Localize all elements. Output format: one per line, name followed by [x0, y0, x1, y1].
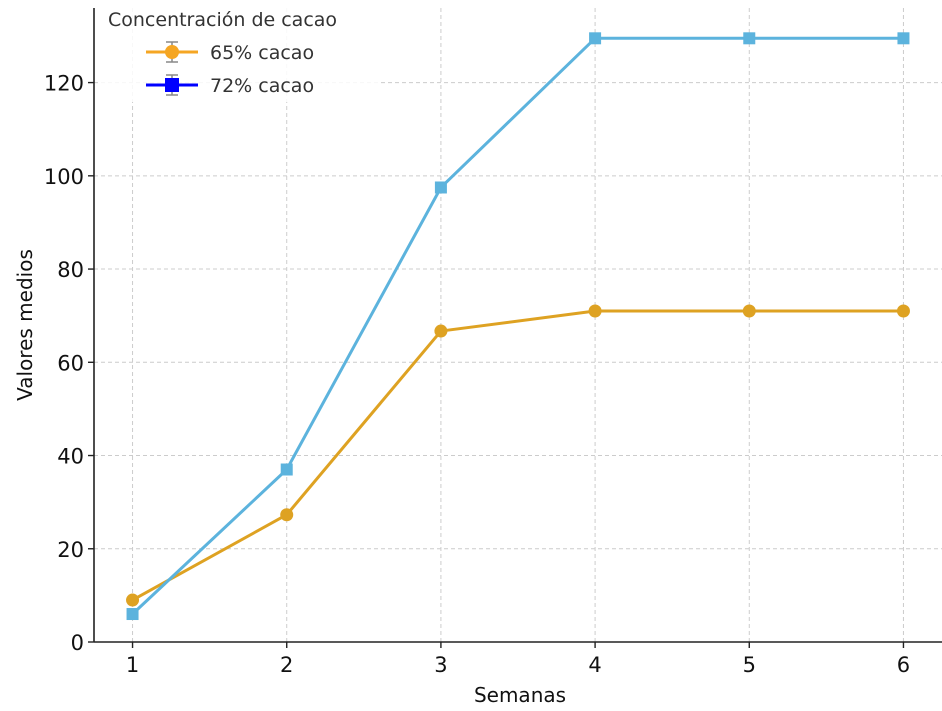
- y-axis-title: Valores medios: [13, 249, 37, 401]
- series-line-2: [131, 36, 904, 616]
- y-tick-label: 100: [44, 165, 84, 189]
- legend-marker-square: [165, 78, 179, 92]
- x-tick-label: 4: [588, 653, 601, 677]
- data-point-72: [897, 32, 910, 45]
- data-point-65: [280, 508, 294, 522]
- x-tick-label: 6: [897, 653, 910, 677]
- y-tick-label: 0: [71, 631, 84, 655]
- data-point-72: [280, 463, 293, 476]
- x-tick-label: 2: [280, 653, 293, 677]
- legend-label-2: 72% cacao: [210, 75, 314, 97]
- x-tick-label: 3: [434, 653, 447, 677]
- legend-label-1: 65% cacao: [210, 42, 314, 64]
- y-tick-label: 20: [57, 538, 84, 562]
- data-point-65: [588, 304, 602, 318]
- data-point-65: [742, 304, 756, 318]
- y-tick-label: 40: [57, 445, 84, 469]
- data-point-65: [896, 304, 910, 318]
- data-point-72: [126, 608, 139, 621]
- x-tick-label: 1: [126, 653, 139, 677]
- data-point-72: [589, 32, 602, 45]
- data-point-72: [743, 32, 756, 45]
- series-line-1: [131, 309, 904, 602]
- x-axis-title: Semanas: [474, 683, 566, 707]
- y-tick-label: 80: [57, 258, 84, 282]
- axes: [93, 8, 942, 643]
- legend: Concentración de cacao 65% cacao 72% caca…: [100, 4, 378, 102]
- x-tick-label: 5: [743, 653, 756, 677]
- data-point-72: [434, 181, 447, 194]
- y-tick-label: 60: [57, 351, 84, 375]
- y-tick-label: 120: [44, 72, 84, 96]
- series: [126, 32, 910, 621]
- grid: [94, 8, 942, 642]
- legend-title: Concentración de cacao: [108, 9, 337, 31]
- data-point-65: [126, 593, 140, 607]
- data-point-65: [434, 324, 448, 338]
- legend-marker-circle: [165, 45, 179, 59]
- ticks: 0 20 40 60 80 100 120 1 2 3 4 5 6: [44, 72, 910, 677]
